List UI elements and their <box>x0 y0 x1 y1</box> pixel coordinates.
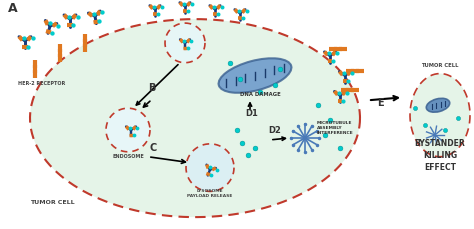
Text: D2: D2 <box>268 125 281 134</box>
Ellipse shape <box>30 20 360 217</box>
Circle shape <box>186 144 234 191</box>
Text: E: E <box>377 98 383 108</box>
Ellipse shape <box>426 99 450 113</box>
Ellipse shape <box>219 59 292 93</box>
Text: MICROTUBULE
ASSEMBLY
INTERFERENCE: MICROTUBULE ASSEMBLY INTERFERENCE <box>317 121 354 134</box>
Text: B: B <box>148 83 155 93</box>
Text: TUMOR CELL: TUMOR CELL <box>30 199 74 204</box>
Text: TUMOR CELL: TUMOR CELL <box>421 62 459 67</box>
Ellipse shape <box>410 74 470 157</box>
Text: BYSTANDER
KILLING
EFFECT: BYSTANDER KILLING EFFECT <box>415 138 465 171</box>
Circle shape <box>106 109 150 152</box>
Text: LYSOSOME
PAYLOAD RELEASE: LYSOSOME PAYLOAD RELEASE <box>187 189 233 197</box>
Text: DNA DAMAGE: DNA DAMAGE <box>240 92 281 97</box>
Circle shape <box>165 24 205 63</box>
Text: A: A <box>8 2 18 15</box>
Text: C: C <box>150 142 157 152</box>
Text: ENDOSOME: ENDOSOME <box>112 153 144 158</box>
Text: D1: D1 <box>245 109 258 118</box>
Text: HER-2 RECEPTOR: HER-2 RECEPTOR <box>18 81 65 86</box>
